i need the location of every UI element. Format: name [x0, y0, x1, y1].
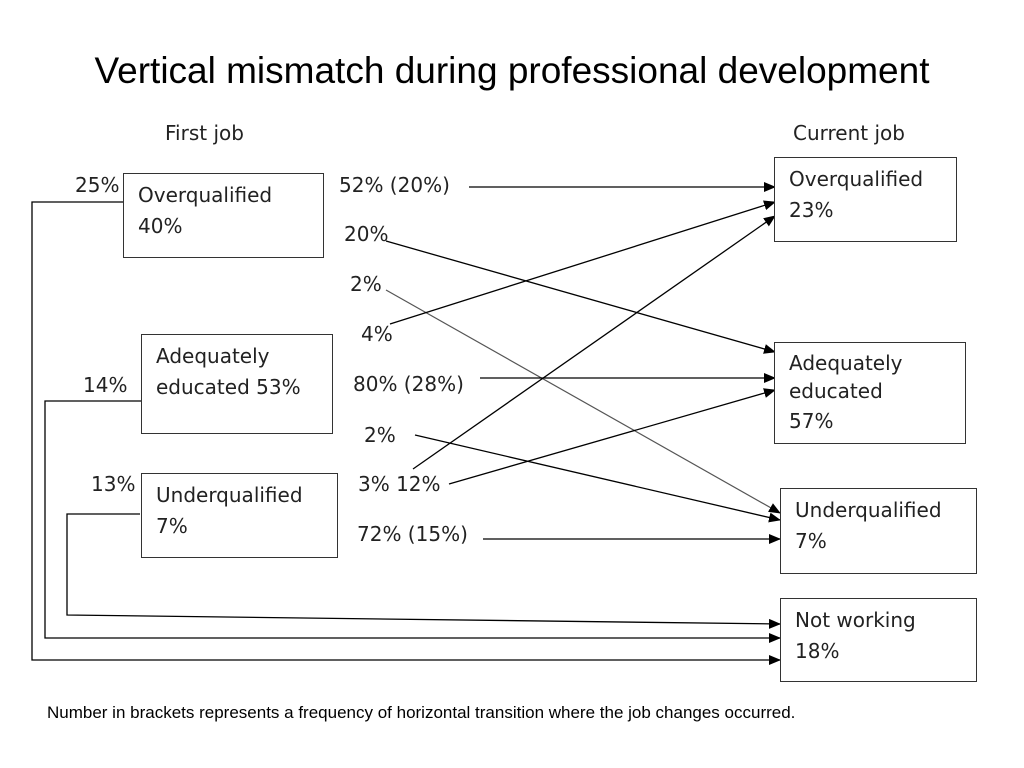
transition-label: 52% (20%)	[339, 173, 450, 197]
arrow-adequate-to-not-working	[44, 400, 781, 643]
first-job-header: First job	[165, 121, 244, 145]
transition-label: 20%	[344, 222, 389, 246]
box-label: Overqualified	[789, 167, 924, 191]
current-job-underqualified-box: Underqualified 7%	[780, 488, 977, 574]
arrow-under-to-over	[412, 215, 776, 470]
transition-label: 3% 12%	[358, 472, 441, 496]
box-value: educated 53%	[156, 375, 301, 399]
transition-label: 72% (15%)	[357, 522, 468, 546]
box-value: 40%	[138, 214, 183, 238]
box-label: Overqualified	[138, 183, 273, 207]
first-job-adequately-educated-box: Adequately educated 53%	[141, 334, 333, 434]
footnote: Number in brackets represents a frequenc…	[47, 703, 796, 722]
arrow-under-to-not-working	[66, 513, 781, 629]
current-job-overqualified-box: Overqualified 23%	[774, 157, 957, 242]
first-job-underqualified-box: Underqualified 7%	[141, 473, 338, 558]
box-value: 7%	[156, 514, 188, 538]
transition-label: 4%	[361, 322, 393, 346]
box-label-line2: educated	[789, 379, 883, 403]
current-job-adequately-educated-box: Adequately educated 57%	[774, 342, 966, 444]
arrow-adequate-to-under	[414, 434, 781, 523]
first-job-overqualified-box: Overqualified 40%	[123, 173, 324, 258]
arrow-under-to-adequate	[448, 388, 776, 485]
arrow-over-to-adequate	[385, 240, 776, 354]
arrow-over-to-not-working	[31, 201, 781, 665]
arrow-adequate-to-over	[389, 200, 776, 325]
box-value: 18%	[795, 639, 840, 663]
page-title: Vertical mismatch during professional de…	[94, 50, 930, 91]
current-job-header: Current job	[793, 121, 905, 145]
box-value: 23%	[789, 198, 834, 222]
transition-label: 2%	[364, 423, 396, 447]
box-label: Adequately	[156, 344, 270, 368]
box-value: 7%	[795, 529, 827, 553]
leave-pct-underqualified: 13%	[91, 472, 136, 496]
leave-pct-overqualified: 25%	[75, 173, 120, 197]
transition-label: 80% (28%)	[353, 372, 464, 396]
current-job-not-working-box: Not working 18%	[780, 598, 977, 682]
box-label: Not working	[795, 608, 916, 632]
box-label: Adequately	[789, 351, 903, 375]
transition-label: 2%	[350, 272, 382, 296]
box-value: 57%	[789, 409, 834, 433]
box-label: Underqualified	[795, 498, 942, 522]
leave-pct-adequately-educated: 14%	[83, 373, 128, 397]
arrow-over-to-under	[385, 289, 781, 514]
box-label: Underqualified	[156, 483, 303, 507]
